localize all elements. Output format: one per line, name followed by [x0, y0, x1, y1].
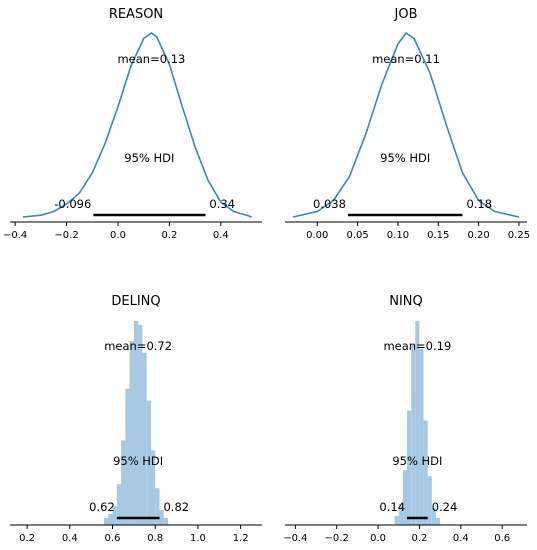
histogram-bar	[159, 510, 164, 525]
panel-title: REASON	[109, 7, 163, 22]
x-tick-label: 0.00	[306, 230, 328, 241]
hdi-low-label: 0.62	[89, 500, 115, 514]
mean-label: mean=0.13	[117, 52, 185, 66]
hdi-high-label: 0.34	[209, 197, 235, 211]
x-tick-label: 0.10	[387, 230, 409, 241]
hdi-label: 95% HDI	[380, 151, 430, 165]
x-tick-label: −0.2	[325, 533, 349, 544]
x-tick-label: 0.4	[213, 230, 229, 241]
mean-label: mean=0.72	[104, 339, 172, 353]
histogram-bar	[411, 344, 416, 525]
histogram-bar	[142, 352, 147, 525]
histogram-bar	[108, 514, 113, 525]
kde-curve	[292, 31, 520, 218]
hdi-high-label: 0.24	[432, 500, 458, 514]
histogram-bar	[150, 450, 156, 525]
x-tick-label: −0.4	[3, 230, 27, 241]
hdi-low-label: 0.14	[379, 500, 405, 514]
histogram-bar	[125, 388, 130, 525]
x-tick-label: 1.0	[190, 533, 206, 544]
x-tick-label: −0.4	[283, 533, 307, 544]
x-tick-label: 0.2	[19, 533, 35, 544]
histogram-bar	[155, 488, 160, 525]
histogram-bar	[398, 504, 403, 525]
x-tick-label: 0.6	[105, 533, 121, 544]
hdi-low-label: 0.038	[313, 197, 346, 211]
kde-curve	[22, 32, 252, 218]
histogram-bar	[138, 325, 143, 525]
hdi-label: 95% HDI	[392, 454, 442, 468]
mean-label: mean=0.19	[383, 339, 451, 353]
histogram-bar	[112, 506, 117, 525]
histogram-bar	[415, 321, 420, 525]
x-tick-label: 0.8	[147, 533, 163, 544]
x-tick-label: 0.20	[467, 230, 489, 241]
histogram-bar	[129, 340, 134, 525]
x-tick-label: 0.0	[370, 533, 386, 544]
hdi-high-label: 0.18	[466, 197, 492, 211]
histogram-bar	[427, 476, 432, 525]
x-tick-label: 0.05	[346, 230, 368, 241]
histogram-bar	[436, 518, 441, 525]
panel-title: JOB	[394, 7, 418, 22]
panel-title: NINQ	[389, 294, 423, 309]
hdi-low-label: -0.096	[54, 197, 91, 211]
histogram-bar	[402, 470, 407, 526]
histogram-bar	[116, 484, 122, 525]
x-tick-label: 0.15	[427, 230, 449, 241]
x-tick-label: 0.2	[161, 230, 177, 241]
hdi-label: 95% HDI	[124, 151, 174, 165]
panel-reason: −0.4 −0.2 0.0 0.2 0.4 REASON mean=0.13 95% HDI -…	[3, 7, 262, 241]
x-tick-label: 0.4	[62, 533, 78, 544]
x-tick-label: 0.2	[411, 533, 427, 544]
histogram-bar	[121, 440, 126, 525]
x-tick-label: 0.0	[110, 230, 126, 241]
x-tick-label: 0.6	[494, 533, 510, 544]
histogram-bar	[394, 516, 399, 525]
panel-delinq: 0.2 0.4 0.6 0.8 1.0 1.2 DELINQ mean=0.72 95% HDI…	[10, 294, 262, 544]
histogram-bar	[146, 400, 151, 525]
hdi-label: 95% HDI	[113, 454, 163, 468]
x-tick-label: −0.2	[54, 230, 78, 241]
x-tick-label: 0.25	[508, 230, 530, 241]
hdi-high-label: 0.82	[163, 500, 189, 514]
histogram-bar	[104, 518, 109, 525]
panel-title: DELINQ	[111, 294, 160, 309]
histogram-bar	[419, 348, 424, 525]
panel-job: 0.00 0.05 0.10 0.15 0.20 0.25 JOB mean=0.11 95% …	[285, 7, 530, 241]
histogram-bar	[163, 518, 169, 525]
histogram-bar	[431, 508, 436, 525]
histogram-bar	[423, 420, 428, 525]
histogram-bar	[133, 321, 139, 525]
panel-ninq: −0.4 −0.2 0.0 0.2 0.4 0.6 NINQ mean=0.19 95% HDI…	[283, 294, 527, 544]
histogram-bar	[407, 410, 412, 525]
x-tick-label: 0.4	[453, 533, 469, 544]
mean-label: mean=0.11	[372, 52, 440, 66]
x-tick-label: 1.2	[233, 533, 249, 544]
